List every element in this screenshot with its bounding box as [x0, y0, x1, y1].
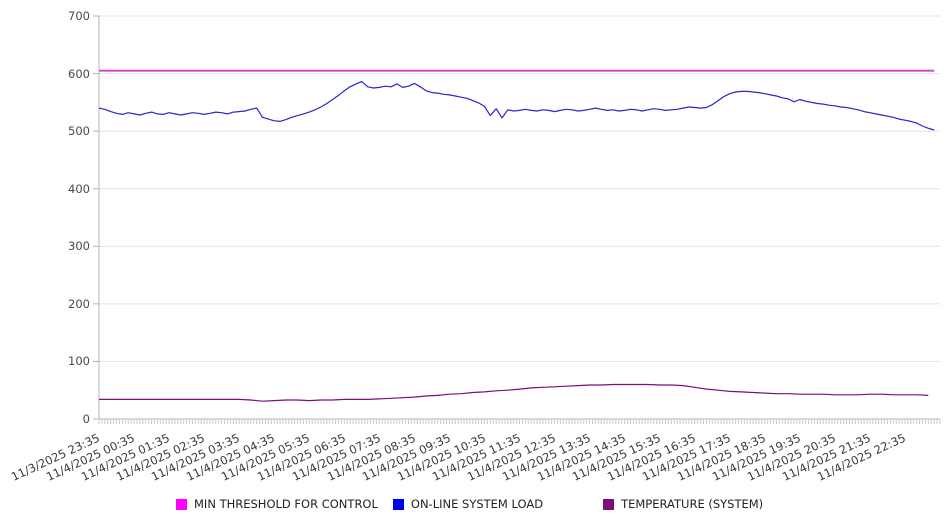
legend-label-min-threshold-for-control: MIN THRESHOLD FOR CONTROL — [194, 497, 378, 511]
y-axis-label: 200 — [68, 296, 90, 311]
legend-item-temperature-system: TEMPERATURE (SYSTEM) — [603, 497, 763, 511]
legend-label-on-line-system-load: ON-LINE SYSTEM LOAD — [410, 497, 544, 511]
y-axis-label: 0 — [82, 412, 90, 426]
y-axis-label: 400 — [68, 181, 90, 196]
y-axis-label: 600 — [68, 66, 90, 81]
y-axis-label: 500 — [68, 124, 90, 139]
y-axis-label: 100 — [68, 354, 90, 369]
legend-item-min-threshold-for-control: MIN THRESHOLD FOR CONTROL — [176, 497, 378, 511]
series-on-line-system-load — [98, 80, 935, 131]
legend: MIN THRESHOLD FOR CONTROL ON-LINE SYSTEM … — [176, 497, 763, 511]
y-axis-label: 300 — [68, 239, 90, 254]
legend-item-on-line-system-load: ON-LINE SYSTEM LOAD — [392, 497, 544, 511]
series-temperature-system — [99, 383, 929, 402]
legend-label-temperature-system: TEMPERATURE (SYSTEM) — [621, 497, 764, 511]
legend-swatch-min-threshold-for-control — [176, 498, 187, 510]
legend-swatch-temperature-system — [603, 498, 615, 510]
legend-swatch-on-line-system-load — [392, 498, 404, 510]
y-axis-label: 700 — [68, 9, 90, 23]
